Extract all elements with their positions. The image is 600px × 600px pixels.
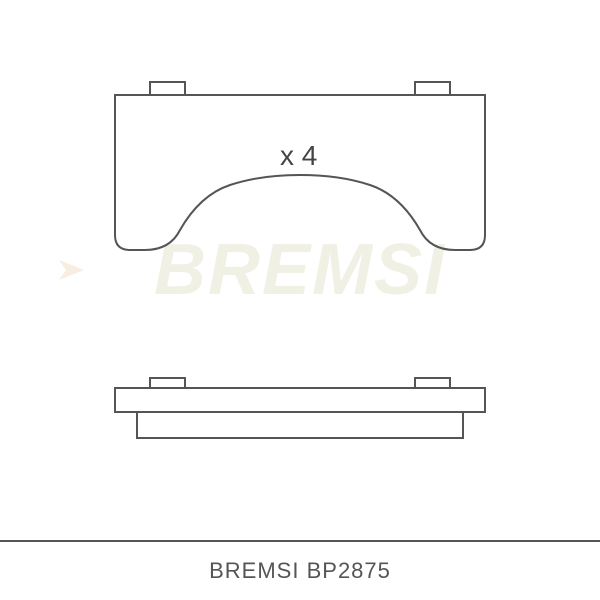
front-notch-right <box>415 82 450 95</box>
front-view-outline <box>115 95 485 250</box>
caption-brand: BREMSI <box>209 558 299 583</box>
side-view-plate <box>115 388 485 412</box>
caption-bar: BREMSI BP2875 <box>0 540 600 600</box>
side-notch-left <box>150 378 185 388</box>
technical-drawing: BREMSI x 4 <box>0 0 600 540</box>
side-notch-right <box>415 378 450 388</box>
caption-part-number: BP2875 <box>307 558 391 583</box>
front-notch-left <box>150 82 185 95</box>
brake-pad-drawing <box>0 0 600 540</box>
side-view-pad <box>137 412 463 438</box>
quantity-label: x 4 <box>280 140 317 172</box>
caption-text: BREMSI BP2875 <box>209 558 391 584</box>
